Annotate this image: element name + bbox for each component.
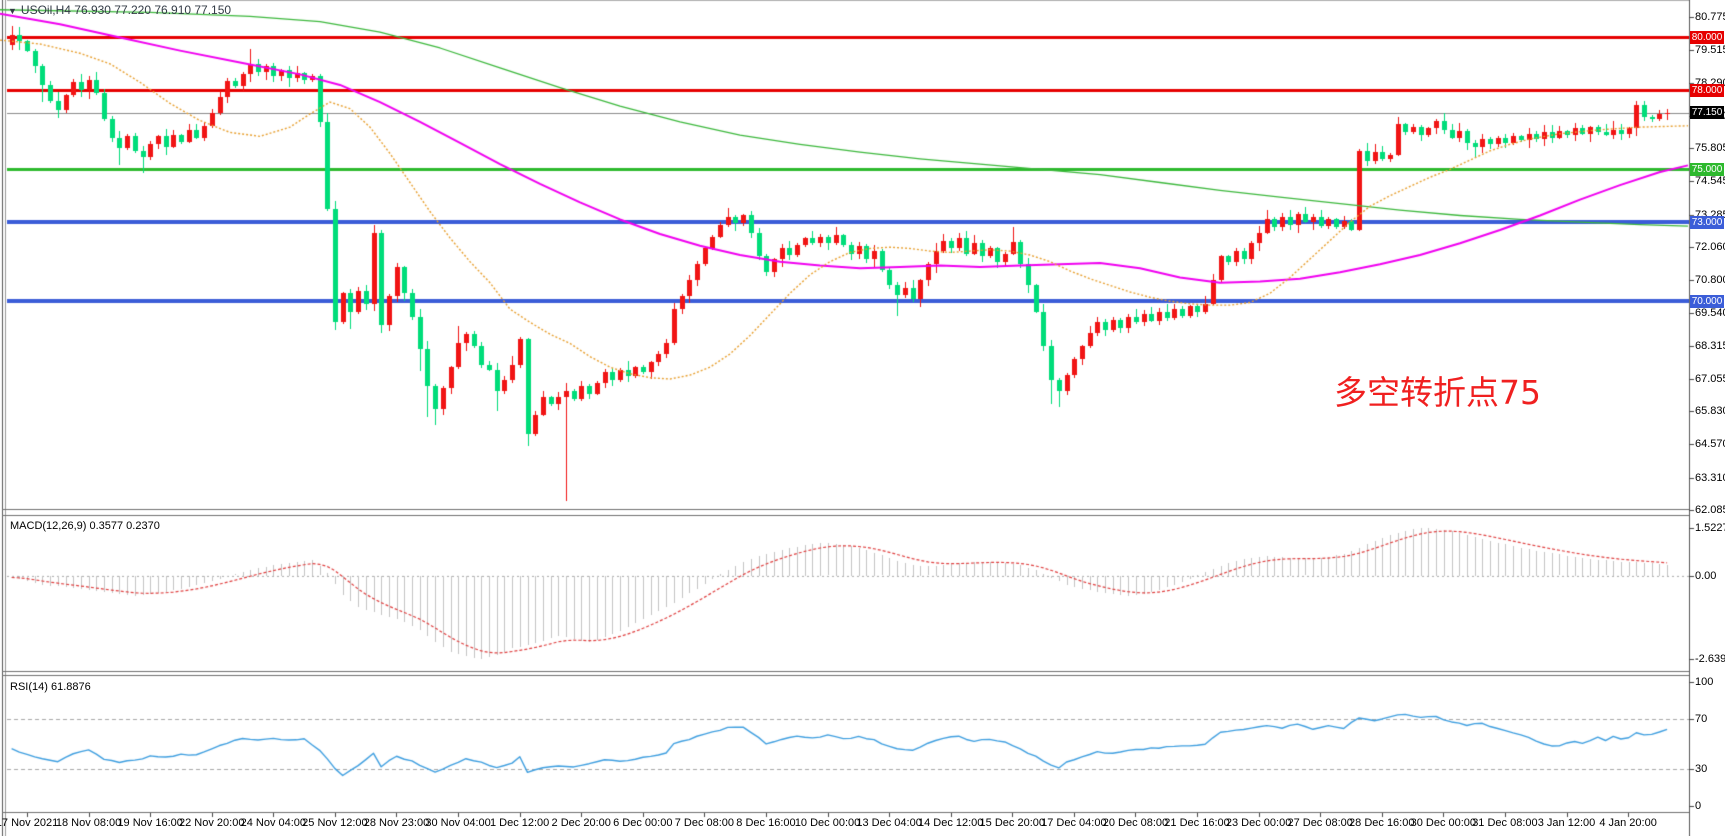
price-level-badge: 80.000	[1690, 31, 1724, 44]
collapse-indicator-icon[interactable]: ▼	[8, 6, 17, 16]
time-axis[interactable]: 17 Nov 2021 18 Nov 08:00 19 Nov 16:00 22 No…	[0, 812, 1689, 836]
date-tick-label: 30 Nov 04:00	[425, 817, 491, 829]
date-tick-label: 27 Dec 08:00	[1287, 817, 1353, 829]
price-tick-label: 67.055	[1695, 372, 1725, 385]
macd-tick-label: -2.6392	[1695, 652, 1725, 665]
price-tick-label: 65.830	[1695, 405, 1725, 418]
price-level-badge: 70.000	[1690, 295, 1724, 308]
price-level-badge: 75.000	[1690, 163, 1724, 176]
date-tick-label: 3 Jan 12:00	[1537, 817, 1596, 829]
macd-indicator-label: MACD(12,26,9) 0.3577 0.2370	[10, 520, 160, 532]
date-tick-label: 6 Dec 00:00	[613, 817, 673, 829]
price-axis[interactable]: 80.77579.51578.29077.03075.80574.54573.2…	[1689, 0, 1725, 836]
date-tick-label: 14 Dec 12:00	[917, 817, 984, 829]
price-tick-label: 63.310	[1695, 471, 1725, 484]
date-tick-label: 8 Dec 16:00	[736, 817, 796, 829]
rsi-tick-label: 100	[1695, 676, 1714, 688]
date-tick-label: 10 Dec 00:00	[794, 817, 861, 829]
rsi-tick-label: 0	[1695, 800, 1702, 812]
date-tick-label: 24 Nov 04:00	[240, 817, 307, 829]
price-tick-label: 69.540	[1695, 307, 1725, 320]
price-tick-label: 64.570	[1695, 438, 1725, 451]
macd-tick-label: 1.5227	[1695, 521, 1725, 534]
price-tick-label: 68.315	[1695, 339, 1725, 352]
date-tick-label: 22 Nov 20:00	[179, 817, 245, 829]
date-tick-label: 1 Dec 12:00	[489, 817, 550, 829]
symbol-quote-label: USOil,H4 76.930 77.220 76.910 77.150	[20, 3, 232, 17]
price-tick-label: 70.800	[1695, 274, 1725, 287]
rsi-indicator-label: RSI(14) 61.8876	[10, 681, 91, 693]
price-tick-label: 62.085	[1695, 503, 1725, 516]
date-tick-label: 31 Dec 08:00	[1472, 817, 1538, 829]
rsi-tick-label: 30	[1695, 762, 1708, 775]
date-tick-label: 15 Dec 20:00	[979, 817, 1045, 829]
macd-tick-label: 0.00	[1695, 569, 1717, 582]
date-tick-label: 2 Dec 20:00	[551, 817, 611, 829]
date-tick-label: 25 Nov 12:00	[302, 817, 368, 829]
date-tick-label: 18 Nov 08:00	[55, 817, 122, 829]
date-tick-label: 19 Nov 16:00	[117, 817, 183, 829]
price-tick-label: 74.545	[1695, 175, 1725, 188]
price-tick-label: 72.060	[1695, 240, 1725, 253]
date-tick-label: 17 Nov 2021	[0, 817, 59, 829]
date-tick-label: 20 Dec 08:00	[1102, 817, 1169, 829]
date-tick-label: 28 Dec 16:00	[1349, 817, 1415, 829]
date-tick-label: 23 Dec 00:00	[1225, 817, 1292, 829]
price-level-badge: 77.150	[1690, 106, 1724, 119]
price-level-badge: 73.000	[1690, 216, 1724, 229]
price-level-badge: 78.000	[1690, 84, 1724, 97]
chart-title: ▼ USOil,H4 76.930 77.220 76.910 77.150	[8, 3, 231, 17]
date-tick-label: 7 Dec 08:00	[674, 817, 735, 829]
date-tick-label: 13 Dec 04:00	[856, 817, 922, 829]
annotation-text: 多空转折点75	[1334, 373, 1541, 412]
date-tick-label: 28 Nov 23:00	[363, 817, 430, 829]
price-tick-label: 79.515	[1695, 44, 1725, 57]
price-tick-label: 80.775	[1695, 11, 1725, 23]
date-tick-label: 21 Dec 16:00	[1164, 817, 1230, 829]
date-tick-label: 30 Dec 00:00	[1410, 817, 1477, 829]
date-tick-label: 4 Jan 20:00	[1599, 817, 1657, 829]
rsi-tick-label: 70	[1695, 713, 1708, 726]
date-tick-label: 17 Dec 04:00	[1041, 817, 1107, 829]
price-tick-label: 75.805	[1695, 142, 1725, 155]
